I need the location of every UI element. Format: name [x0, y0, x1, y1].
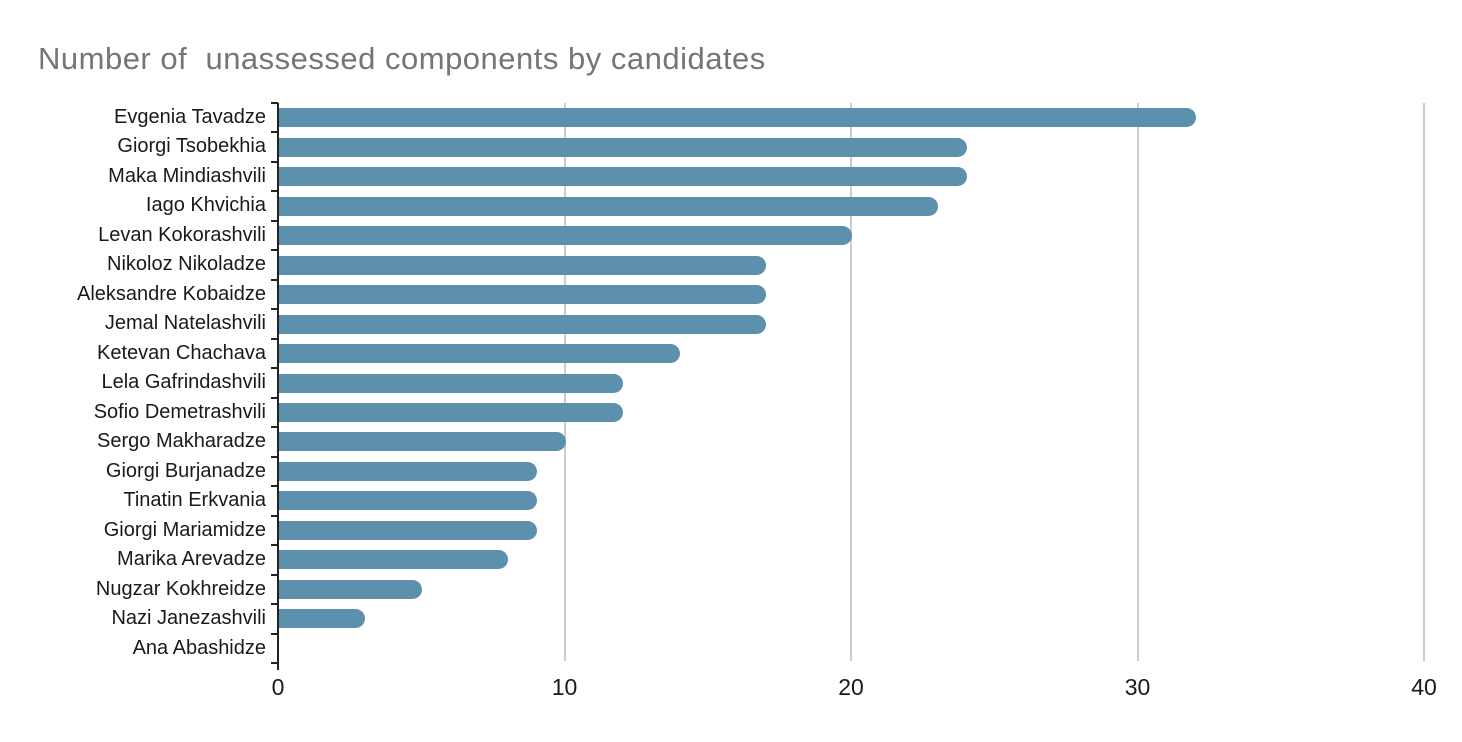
x-axis-label: 20 — [838, 674, 864, 700]
bar[interactable] — [279, 579, 423, 599]
bar[interactable] — [279, 108, 1196, 128]
y-axis-label: Ketevan Chachava — [96, 341, 266, 364]
gridline — [1423, 103, 1425, 661]
y-axis-tick — [271, 515, 278, 517]
y-axis-label: Lela Gafrindashvili — [101, 371, 266, 394]
y-axis-tick — [271, 426, 278, 428]
bar[interactable] — [279, 167, 967, 187]
x-axis-label: 0 — [271, 674, 285, 700]
y-axis-label: Giorgi Burjanadze — [105, 459, 266, 482]
bar[interactable] — [279, 226, 852, 246]
y-axis-tick — [271, 574, 278, 576]
y-axis-label: Nikoloz Nikoladze — [107, 253, 266, 276]
y-axis-tick — [271, 662, 278, 664]
y-axis-label: Iago Khvichia — [145, 194, 266, 217]
x-axis-label: 30 — [1124, 674, 1151, 700]
y-axis-label: Ana Abashidze — [132, 636, 266, 659]
y-axis-labels: Evgenia Tavadze Giorgi Tsobekhia Maka Mind… — [0, 103, 266, 663]
bar[interactable] — [279, 196, 938, 216]
bar[interactable] — [279, 314, 767, 334]
y-axis-label: Giorgi Tsobekhia — [117, 135, 266, 158]
y-axis-tick — [271, 338, 278, 340]
y-axis-tick — [271, 220, 278, 222]
x-axis-label: 10 — [551, 674, 578, 700]
y-axis-label: Nugzar Kokhreidze — [95, 577, 266, 600]
y-axis-tick — [271, 279, 278, 281]
chart-title: Number of unassessed components by candi… — [38, 41, 766, 76]
y-axis-label: Evgenia Tavadze — [114, 106, 266, 128]
y-axis-tick — [271, 249, 278, 251]
y-axis-tick — [271, 603, 278, 605]
bar[interactable] — [279, 461, 537, 481]
y-axis-label: Sofio Demetrashvili — [93, 400, 266, 423]
bar[interactable] — [279, 432, 566, 452]
y-axis-tick — [271, 485, 278, 487]
y-axis-tick — [271, 308, 278, 310]
bar[interactable] — [279, 402, 623, 422]
x-axis-labels: 0 10 20 30 40 — [0, 674, 1462, 704]
y-axis-label: Jemal Natelashvili — [104, 312, 266, 335]
bar[interactable] — [279, 285, 767, 305]
gridline — [850, 103, 852, 661]
y-axis-tick — [271, 367, 278, 369]
y-axis-label: Aleksandre Kobaidze — [76, 282, 266, 305]
y-axis-label: Tinatin Erkvania — [123, 489, 266, 512]
plot-area — [271, 102, 1425, 670]
y-axis-tick — [271, 456, 278, 458]
y-axis-label: Maka Mindiashvili — [108, 164, 266, 187]
y-axis-tick — [271, 161, 278, 163]
y-axis-line — [277, 103, 279, 663]
y-axis-label: Marika Arevadze — [117, 548, 266, 571]
y-axis-tick — [271, 397, 278, 399]
y-axis-label: Levan Kokorashvili — [98, 223, 266, 246]
bar[interactable] — [279, 609, 365, 629]
y-axis-tick — [271, 190, 278, 192]
bar[interactable] — [279, 491, 537, 511]
x-axis-label: 40 — [1411, 674, 1437, 700]
bar[interactable] — [279, 373, 623, 393]
y-axis-tick — [271, 102, 278, 104]
y-axis-label: Nazi Janezashvili — [111, 607, 266, 630]
y-axis-tick — [271, 633, 278, 635]
bar[interactable] — [279, 520, 537, 540]
bar[interactable] — [279, 137, 967, 157]
gridline — [1136, 103, 1139, 661]
y-axis-label: Sergo Makharadze — [97, 430, 266, 453]
y-axis-tick — [271, 131, 278, 133]
bar[interactable] — [279, 255, 767, 275]
bar[interactable] — [279, 550, 509, 570]
bar[interactable] — [279, 344, 681, 364]
x-axis-zero-tick — [277, 663, 279, 670]
y-axis-label: Giorgi Mariamidze — [103, 518, 266, 541]
y-axis-tick — [271, 544, 278, 546]
